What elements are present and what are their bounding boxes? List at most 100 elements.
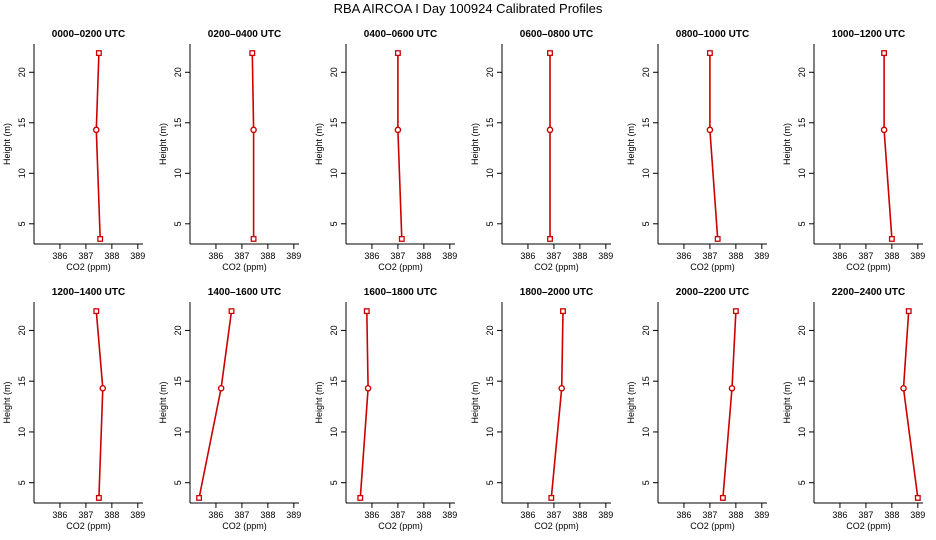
x-axis-label: CO2 (ppm) <box>534 521 579 531</box>
x-tick-label: 387 <box>390 251 405 261</box>
y-tick-label: 15 <box>329 118 339 128</box>
profile-point <box>905 308 912 315</box>
y-tick-label: 20 <box>329 325 339 335</box>
profile-point <box>250 126 257 134</box>
y-tick-label: 20 <box>485 67 495 77</box>
y-axis-label: Height (m) <box>2 123 12 165</box>
y-tick-label: 20 <box>797 67 807 77</box>
y-tick-label: 20 <box>329 67 339 77</box>
y-tick-label: 15 <box>797 376 807 386</box>
y-tick-label: 10 <box>641 427 651 437</box>
y-tick-label: 5 <box>797 480 807 485</box>
y-tick-label: 5 <box>173 221 183 226</box>
y-tick-label: 10 <box>17 427 27 437</box>
x-tick-label: 386 <box>676 251 691 261</box>
profile-point <box>714 235 721 242</box>
y-axis-label: Height (m) <box>158 123 168 165</box>
x-tick-label: 387 <box>702 510 717 520</box>
y-tick-label: 5 <box>485 480 495 485</box>
panel-title: 1200–1400 UTC <box>52 287 125 298</box>
x-tick-label: 389 <box>598 251 613 261</box>
x-tick-label: 386 <box>364 510 379 520</box>
x-axis-label: CO2 (ppm) <box>66 521 111 531</box>
profile-point <box>95 50 102 57</box>
x-tick-label: 387 <box>546 251 561 261</box>
profile-line <box>251 53 255 239</box>
y-axis-label: Height (m) <box>470 381 480 423</box>
x-axis-label: CO2 (ppm) <box>222 262 267 272</box>
x-tick-label: 386 <box>208 510 223 520</box>
y-tick-label: 10 <box>641 168 651 178</box>
x-tick-label: 387 <box>78 251 93 261</box>
x-axis-label: CO2 (ppm) <box>378 521 423 531</box>
panel-title: 0400–0600 UTC <box>364 29 437 40</box>
y-tick-label: 20 <box>17 325 27 335</box>
x-tick-label: 386 <box>832 510 847 520</box>
profile-point <box>93 308 100 315</box>
profile-point <box>363 308 370 315</box>
y-tick-label: 5 <box>329 480 339 485</box>
x-axis-label: CO2 (ppm) <box>534 262 579 272</box>
x-tick-label: 387 <box>390 510 405 520</box>
profile-point <box>881 50 888 57</box>
x-tick-label: 386 <box>520 510 535 520</box>
y-tick-label: 10 <box>485 168 495 178</box>
y-tick-label: 15 <box>641 118 651 128</box>
x-tick-label: 388 <box>260 251 275 261</box>
x-tick-label: 388 <box>416 251 431 261</box>
panel-title: 1000–1200 UTC <box>832 29 905 40</box>
x-tick-label: 388 <box>728 510 743 520</box>
x-tick-label: 388 <box>572 251 587 261</box>
profile-line <box>709 53 719 239</box>
profile-point <box>548 494 555 501</box>
x-tick-label: 388 <box>104 510 119 520</box>
profile-point <box>250 235 257 242</box>
profile-line <box>397 53 403 239</box>
y-tick-label: 5 <box>173 480 183 485</box>
profile-point <box>706 50 713 57</box>
x-tick-label: 389 <box>442 251 457 261</box>
x-axis-label: CO2 (ppm) <box>846 262 891 272</box>
panel-title: 0000–0200 UTC <box>52 29 125 40</box>
y-tick-label: 20 <box>485 325 495 335</box>
x-tick-label: 389 <box>286 510 301 520</box>
y-tick-label: 15 <box>641 376 651 386</box>
profile-point <box>394 50 401 57</box>
profile-line <box>902 311 919 499</box>
y-tick-label: 20 <box>17 67 27 77</box>
x-tick-label: 389 <box>130 251 145 261</box>
y-tick-label: 15 <box>173 118 183 128</box>
profile-point <box>706 126 714 134</box>
figure-title: RBA AIRCOA I Day 100924 Calibrated Profi… <box>333 1 603 16</box>
y-tick-label: 10 <box>329 427 339 437</box>
x-tick-label: 387 <box>234 251 249 261</box>
y-tick-label: 10 <box>797 427 807 437</box>
profile-point <box>394 126 402 134</box>
profile-point <box>217 384 225 392</box>
y-tick-label: 15 <box>485 376 495 386</box>
y-tick-label: 10 <box>797 168 807 178</box>
y-axis-label: Height (m) <box>2 381 12 423</box>
x-tick-label: 388 <box>104 251 119 261</box>
x-tick-label: 387 <box>858 251 873 261</box>
profile-point <box>398 235 405 242</box>
panel-title: 0200–0400 UTC <box>208 29 281 40</box>
x-tick-label: 386 <box>520 251 535 261</box>
x-tick-label: 386 <box>52 251 67 261</box>
panel-title: 0600–0800 UTC <box>520 29 593 40</box>
x-tick-label: 386 <box>364 251 379 261</box>
y-axis-label: Height (m) <box>782 381 792 423</box>
y-tick-label: 10 <box>485 427 495 437</box>
y-tick-label: 15 <box>17 376 27 386</box>
x-axis-label: CO2 (ppm) <box>222 521 267 531</box>
x-axis-label: CO2 (ppm) <box>690 521 735 531</box>
y-tick-label: 5 <box>797 221 807 226</box>
profile-point <box>728 384 736 392</box>
panel-title: 1600–1800 UTC <box>364 287 437 298</box>
profile-line <box>883 53 893 239</box>
x-tick-label: 389 <box>754 510 769 520</box>
profile-point <box>719 494 726 501</box>
x-tick-label: 388 <box>572 510 587 520</box>
